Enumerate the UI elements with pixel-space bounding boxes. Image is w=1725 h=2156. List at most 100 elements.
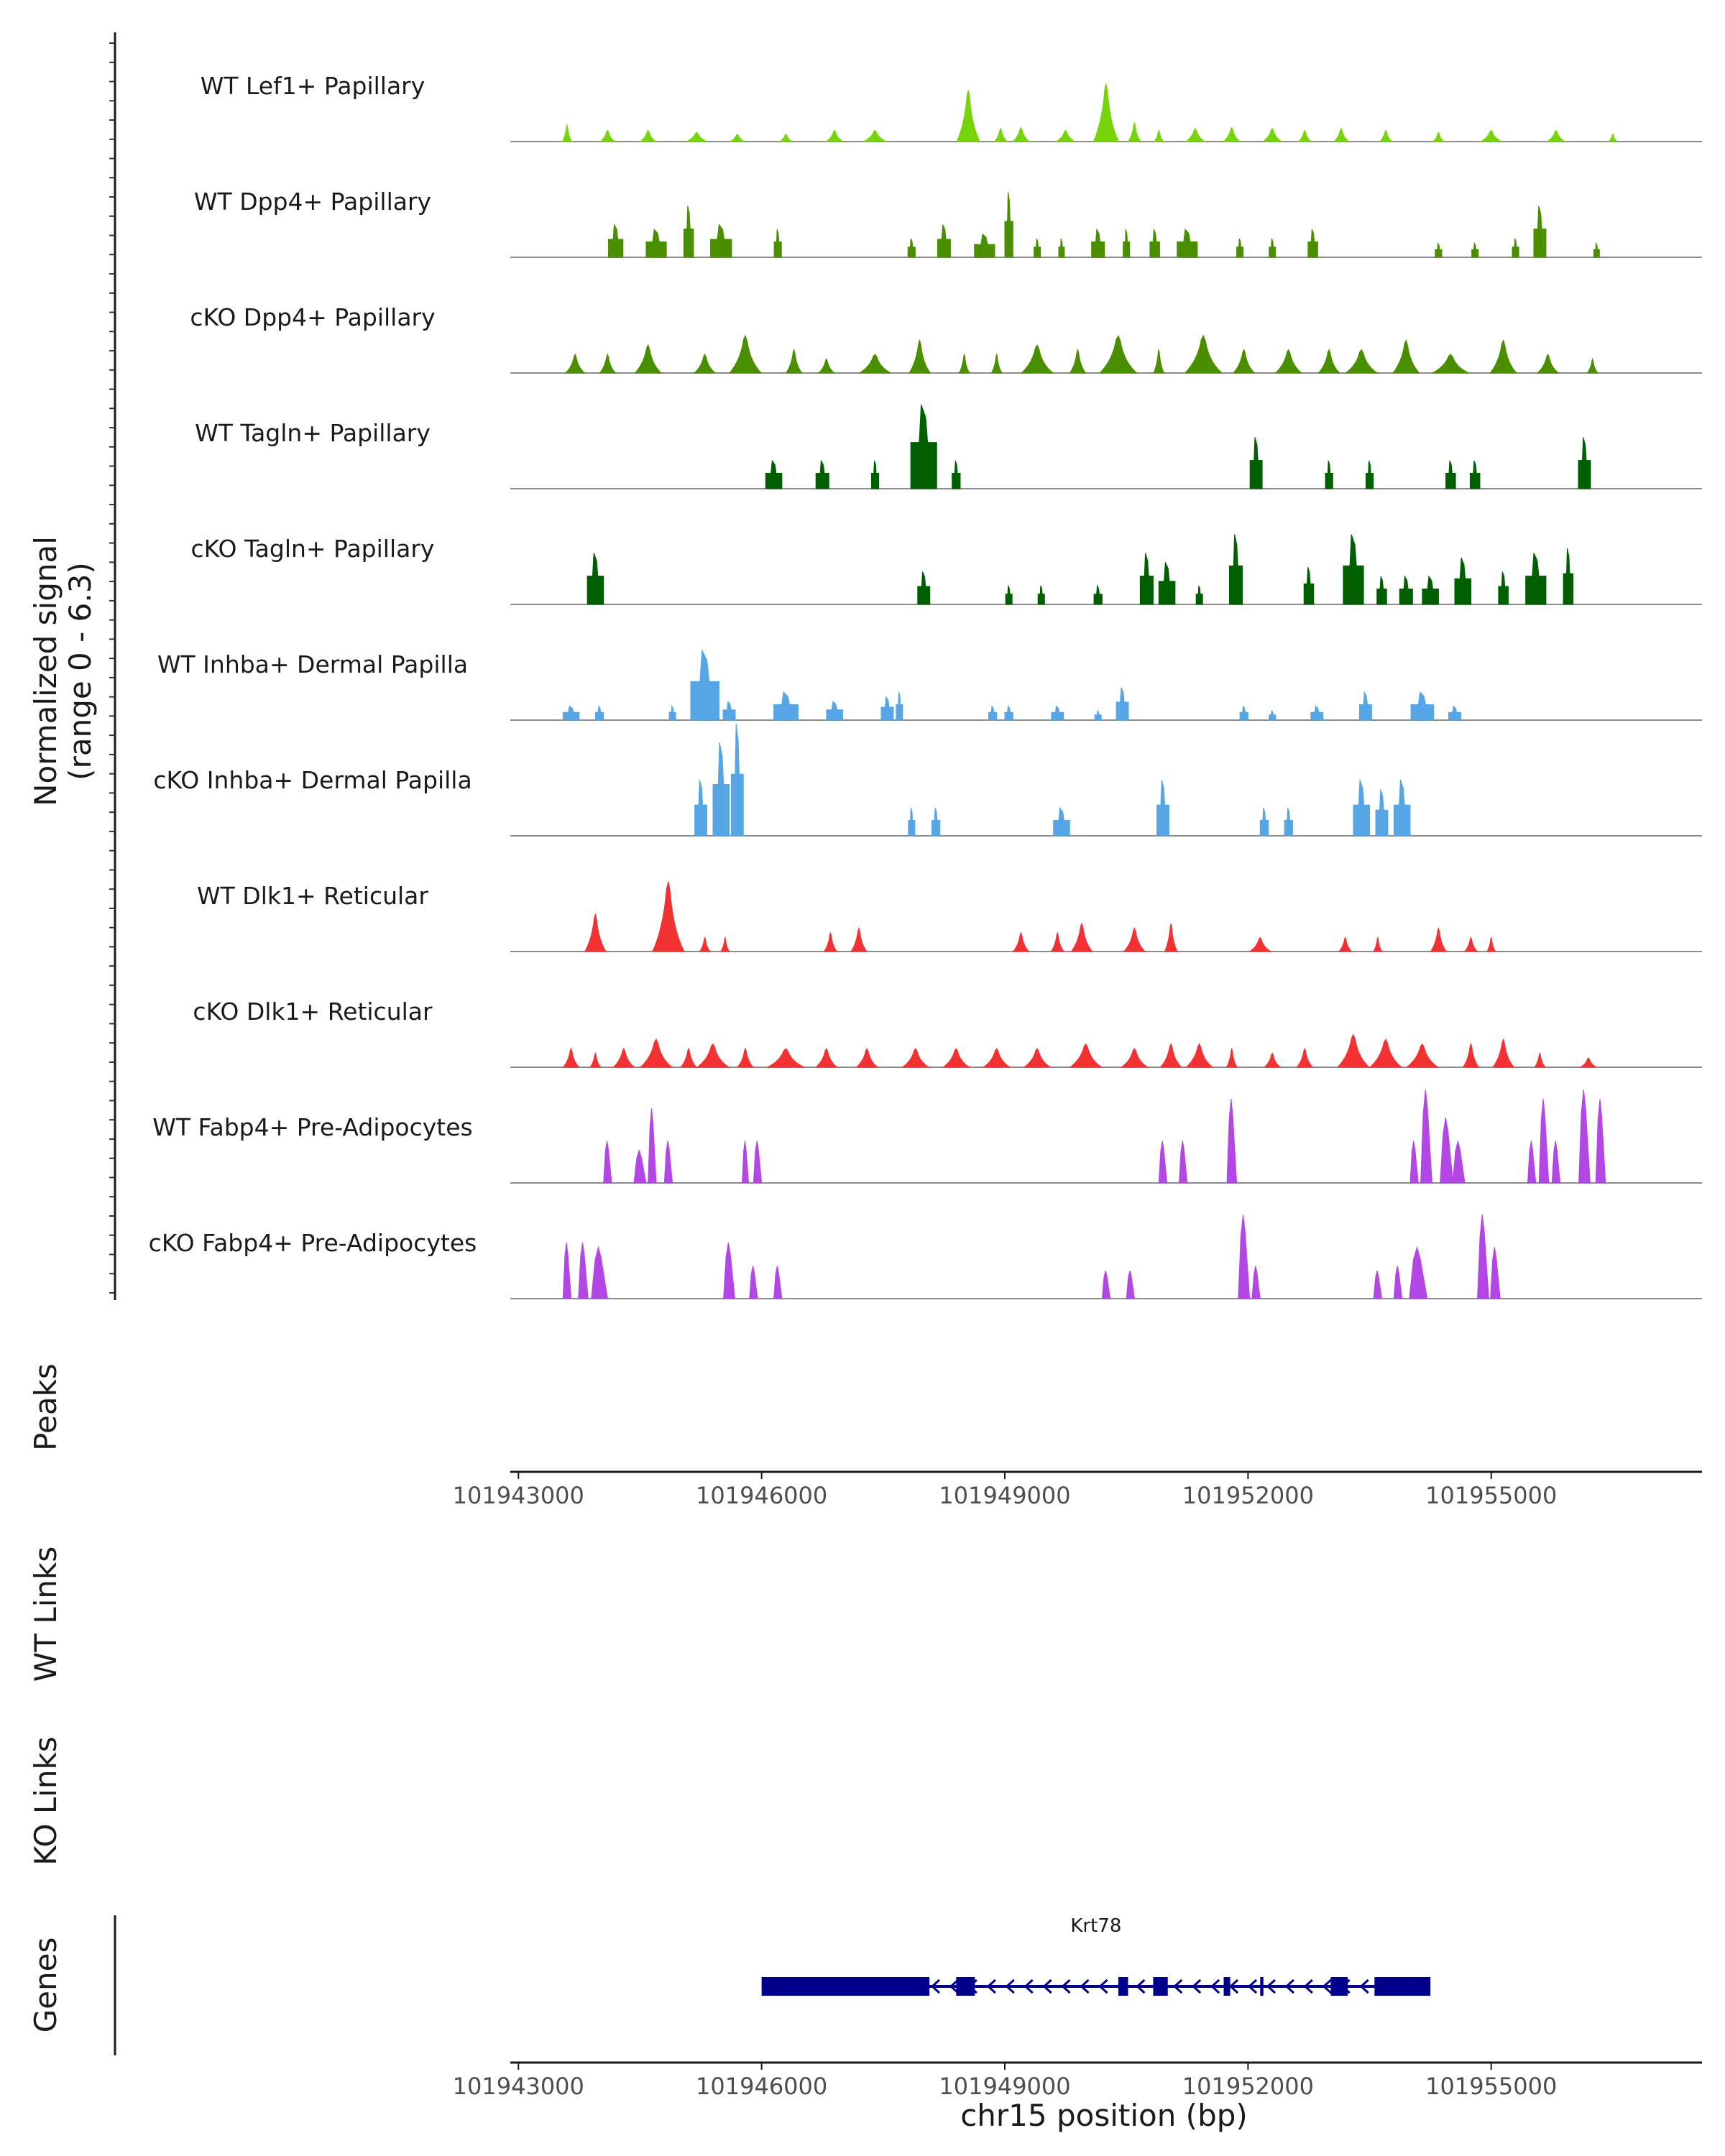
signal-peak — [1527, 1141, 1537, 1184]
signal-peak — [1469, 460, 1481, 489]
signal-peak — [870, 460, 880, 489]
signal-peak — [1004, 705, 1013, 721]
gene-exon — [1223, 1977, 1230, 1996]
signal-peak — [850, 926, 868, 952]
signal-peak — [586, 553, 604, 605]
signal-peak — [785, 348, 803, 374]
signal-peak — [564, 353, 586, 374]
signal-peak — [730, 723, 744, 837]
signal-peak — [932, 807, 941, 837]
track-7: WT Dlk1+ Reticular — [197, 881, 1702, 952]
signal-peak — [1184, 127, 1207, 142]
signal-peak — [1297, 129, 1312, 142]
strand-arrow — [1173, 1978, 1183, 1994]
x-tick-label: 101946000 — [696, 1482, 827, 1509]
gene-exon — [1260, 1977, 1264, 1996]
signal-peak — [1093, 584, 1103, 605]
signal-peak — [1178, 1141, 1188, 1184]
track-4: cKO Tagln+ Papillary — [191, 534, 1702, 605]
track-label: cKO Tagln+ Papillary — [191, 535, 435, 563]
signal-peak — [729, 334, 763, 374]
signal-peak — [1139, 553, 1154, 605]
signal-peak — [896, 691, 903, 721]
signal-peak — [1184, 334, 1223, 374]
signal-peak — [1158, 1141, 1168, 1184]
signal-peak — [993, 127, 1008, 142]
signal-peak — [578, 1242, 589, 1299]
signal-peak — [663, 1141, 673, 1184]
signal-peak — [1595, 1098, 1606, 1184]
signal-peak — [814, 1047, 839, 1068]
signal-peak — [815, 459, 829, 489]
signal-peak — [1410, 691, 1435, 721]
track-1: WT Dpp4+ Papillary — [194, 188, 1702, 258]
x-tick-label: 101949000 — [939, 2073, 1070, 2100]
signal-peak — [1490, 1247, 1501, 1299]
signal-peak — [773, 691, 799, 721]
signal-peak — [1054, 129, 1076, 142]
signal-peak — [1525, 553, 1547, 605]
signal-peak — [1498, 571, 1509, 605]
strand-arrow — [986, 1978, 996, 1994]
signal-peak — [1269, 709, 1276, 721]
signal-peak — [1153, 349, 1165, 374]
signal-peak — [1156, 779, 1169, 837]
signal-peak — [742, 1141, 750, 1184]
signal-peak — [1248, 936, 1272, 952]
signal-peak — [1263, 1052, 1282, 1068]
signal-peak — [639, 129, 658, 142]
signal-peak — [1149, 229, 1160, 258]
signal-peak — [645, 228, 667, 258]
signal-peak — [908, 338, 932, 374]
signal-peak — [1471, 241, 1479, 258]
signal-peak — [1333, 127, 1350, 142]
signal-peak — [1069, 348, 1087, 374]
signal-peak — [1440, 1117, 1454, 1184]
signal-peak — [668, 704, 676, 721]
strand-arrow — [1061, 1978, 1071, 1994]
signal-peak — [901, 1048, 931, 1068]
signal-peak — [1023, 1048, 1052, 1068]
strand-arrow — [1080, 1978, 1090, 1994]
signal-peak — [652, 881, 685, 952]
x-axis-genes: 101943000 101946000 101949000 101952000 1019… — [453, 2061, 1702, 2100]
signal-peak — [1158, 562, 1176, 605]
signal-peak — [1011, 126, 1031, 142]
x-axis-peaks: 101943000 101946000 101949000 101952000 1019… — [453, 1470, 1702, 1509]
track-label: WT Fabp4+ Pre-Adipocytes — [152, 1113, 472, 1141]
signal-peak — [1405, 1043, 1440, 1068]
gene-exon — [1374, 1977, 1410, 1996]
gene-exon — [761, 1977, 930, 1996]
signal-peak — [1317, 349, 1341, 374]
signal-peak — [1037, 585, 1045, 605]
peaks-panel-label: Peaks — [28, 1363, 63, 1451]
signal-peak — [880, 695, 894, 721]
signal-peak — [1259, 807, 1269, 837]
signal-peak — [1310, 705, 1324, 721]
signal-peak — [773, 1266, 783, 1299]
signal-peak — [584, 913, 607, 952]
signal-peak — [607, 223, 624, 258]
track-label: WT Lef1+ Papillary — [201, 72, 426, 100]
x-tick-label: 101949000 — [939, 1482, 1070, 1509]
signal-peak — [1251, 1266, 1261, 1299]
strand-arrow — [1042, 1978, 1052, 1994]
signal-peak — [603, 1141, 612, 1184]
signal-peak — [737, 1047, 755, 1068]
signal-peak — [857, 354, 891, 374]
signal-peak — [599, 129, 617, 142]
signal-peak — [1159, 1043, 1183, 1068]
signal-peak — [1375, 788, 1389, 837]
signal-peak — [824, 129, 845, 142]
track-8: cKO Dlk1+ Reticular — [193, 998, 1702, 1068]
strand-arrow — [1228, 1978, 1239, 1994]
track-label: cKO Dpp4+ Papillary — [190, 303, 435, 331]
signal-peak — [1435, 241, 1443, 258]
signal-peak — [1185, 1043, 1214, 1068]
signal-peak — [1393, 1266, 1403, 1299]
signal-peak — [1373, 936, 1383, 952]
signal-peak — [1232, 349, 1256, 374]
signal-peak — [1533, 206, 1547, 258]
signal-peak — [1545, 129, 1565, 142]
